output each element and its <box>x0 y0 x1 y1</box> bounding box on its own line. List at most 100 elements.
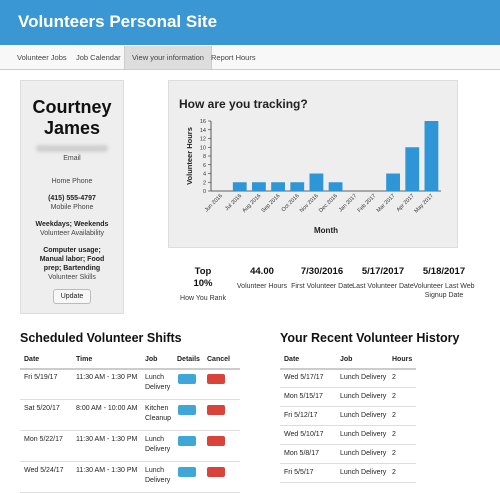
details-button[interactable] <box>178 467 196 477</box>
y-tick-label: 14 <box>200 128 206 134</box>
table-cell: 11:30 AM - 1:30 PM <box>76 467 138 474</box>
bar <box>232 182 247 191</box>
table-cell: Lunch Delivery <box>340 450 387 457</box>
x-axis-label: Month <box>314 226 338 235</box>
stat-label: Last Volunteer Date <box>352 283 414 290</box>
table-header: Details <box>177 356 200 363</box>
details-button[interactable] <box>178 405 196 415</box>
table-cell: 8:00 AM - 10:00 AM <box>76 405 138 412</box>
table-cell: 2 <box>392 469 396 476</box>
row-divider <box>20 461 240 462</box>
nav-bar: Volunteer Jobs Job Calendar View your in… <box>0 46 500 70</box>
profile-card: Courtney James Email Home Phone (415) 55… <box>20 80 124 314</box>
stat-value: 7/30/2016 <box>300 266 344 277</box>
mobile-phone-label: Mobile Phone <box>50 204 94 211</box>
x-tick-label: Nov 2016 <box>299 193 320 214</box>
cancel-button[interactable] <box>207 436 225 446</box>
stat-label: How You Rank <box>180 295 226 302</box>
row-divider <box>280 387 416 388</box>
table-cell: Kitchen Cleanup <box>145 405 172 422</box>
stat-block: Top 10% How You Rank <box>172 266 234 303</box>
table-cell: Lunch Delivery <box>145 436 171 453</box>
stat-label: First Volunteer Date <box>291 283 353 290</box>
y-tick-label: 10 <box>200 145 206 151</box>
bar <box>424 121 439 191</box>
table-cell: 11:30 AM - 1:30 PM <box>76 436 138 443</box>
table-cell: 11:30 AM - 1:30 PM <box>76 374 138 381</box>
table-cell: Lunch Delivery <box>340 412 387 419</box>
table-cell: 2 <box>392 393 396 400</box>
row-divider <box>20 430 240 431</box>
row-divider <box>280 482 416 483</box>
bar <box>252 182 266 191</box>
details-button[interactable] <box>178 374 196 384</box>
email-label: Email <box>63 155 81 162</box>
bar <box>386 173 400 191</box>
nav-tab[interactable]: Report Hours <box>211 53 256 62</box>
bar <box>405 147 420 191</box>
chart: How are you tracking? Volunteer Hours Mo… <box>179 97 441 235</box>
table-cell: Fri 5/12/17 <box>284 412 318 419</box>
table-header: Date <box>284 356 300 363</box>
stat-block: 5/18/2017 Volunteer Last Web Signup Date <box>413 266 475 300</box>
details-button[interactable] <box>178 436 196 446</box>
email-blurred <box>36 145 108 152</box>
y-tick-label: 2 <box>203 180 206 186</box>
bar <box>328 182 343 191</box>
x-tick-label: Oct 2016 <box>281 193 301 213</box>
nav-tab[interactable]: Job Calendar <box>76 53 121 62</box>
bar <box>271 182 285 191</box>
table-cell: Fri 5/19/17 <box>24 374 58 381</box>
skills: Computer usage; Manual labor; Food prep;… <box>39 247 105 272</box>
table-cell: 2 <box>392 450 396 457</box>
nav-tab[interactable]: Volunteer Jobs <box>17 53 67 62</box>
x-tick-label: Dec 2016 <box>318 193 339 214</box>
table-cell: Mon 5/15/17 <box>284 393 323 400</box>
stat-label: Volunteer Last Web Signup Date <box>413 283 475 299</box>
table-cell: Wed 5/17/17 <box>284 374 324 381</box>
table-header: Cancel <box>207 356 230 363</box>
cancel-button[interactable] <box>207 405 225 415</box>
table-cell: Mon 5/8/17 <box>284 450 320 457</box>
x-tick-label: Feb 2017 <box>357 193 378 214</box>
x-tick-label: Aug 2016 <box>241 193 262 214</box>
y-tick-label: 6 <box>203 163 206 169</box>
table-cell: Lunch Delivery <box>145 467 171 484</box>
table-cell: Fri 5/5/17 <box>284 469 314 476</box>
x-tick-label: Sep 2016 <box>261 193 282 214</box>
row-divider <box>20 368 240 370</box>
bar <box>290 182 305 191</box>
table-header: Date <box>24 356 40 363</box>
table-cell: 2 <box>392 374 396 381</box>
table-cell: 2 <box>392 431 396 438</box>
row-divider <box>280 425 416 426</box>
stat-block: 5/17/2017 Last Volunteer Date <box>352 266 414 291</box>
header-bar <box>0 0 500 45</box>
shifts-title: Scheduled Volunteer Shifts <box>20 331 182 345</box>
x-tick-label: Jun 2016 <box>204 193 224 213</box>
table-cell: Sat 5/20/17 <box>24 405 60 412</box>
bar <box>309 173 324 191</box>
row-divider <box>20 399 240 400</box>
nav-tab-active[interactable]: View your information <box>124 46 212 69</box>
cancel-button[interactable] <box>207 467 225 477</box>
stat-label: Volunteer Hours <box>236 283 288 290</box>
table-cell: 2 <box>392 412 396 419</box>
table-cell: Wed 5/24/17 <box>24 467 64 474</box>
x-tick-label: Jul 2016 <box>224 193 243 212</box>
mobile-phone: (415) 555-4797 <box>48 195 96 202</box>
availability: Weekdays; Weekends <box>35 221 109 228</box>
update-button[interactable]: Update <box>52 289 92 304</box>
table-cell: Lunch Delivery <box>340 469 387 476</box>
table-cell: Lunch Delivery <box>340 374 387 381</box>
y-tick-label: 0 <box>203 189 206 195</box>
x-tick-label: Jan 2017 <box>338 193 358 213</box>
row-divider <box>280 444 416 445</box>
table-cell: Mon 5/22/17 <box>24 436 63 443</box>
cancel-button[interactable] <box>207 374 225 384</box>
history-title: Your Recent Volunteer History <box>280 331 460 345</box>
table-header: Job <box>145 356 158 363</box>
chart-title: How are you tracking? <box>179 97 308 111</box>
skills-label: Volunteer Skills <box>48 274 96 281</box>
